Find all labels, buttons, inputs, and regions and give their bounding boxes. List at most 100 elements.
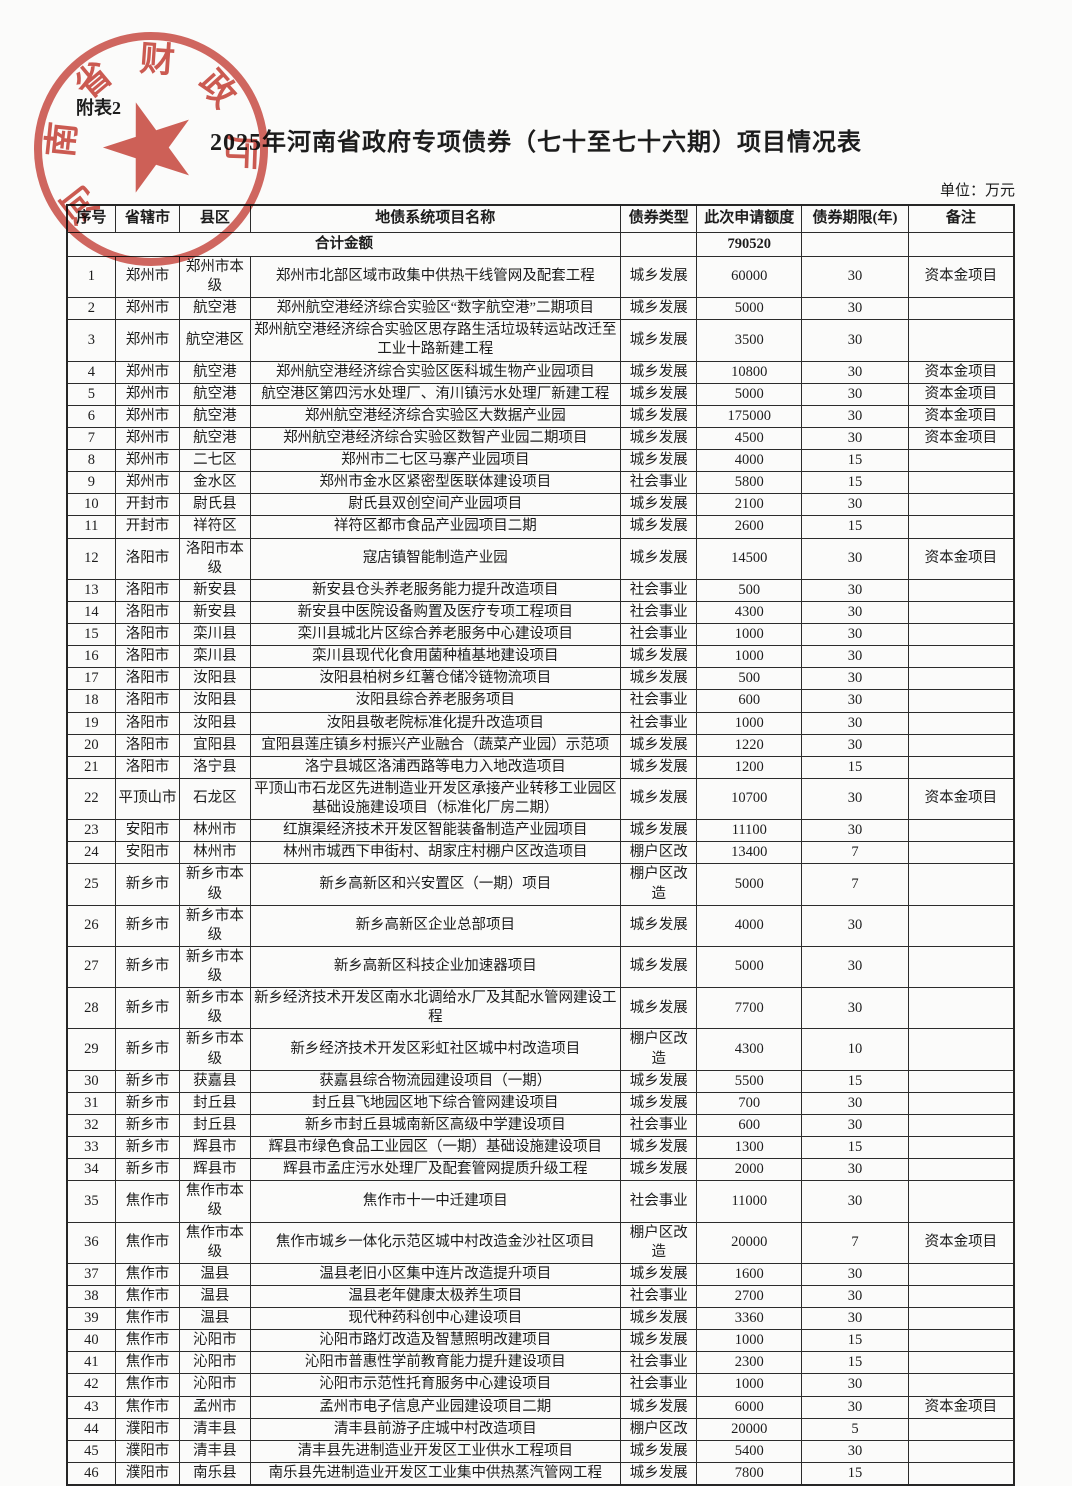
- table-row: 2 郑州市 航空港 郑州航空港经济综合实验区“数字航空港”二期项目 城乡发展 5000 30: [66, 297, 1015, 321]
- cell-project: 孟州市电子信息产业园建设项目二期: [249, 1395, 621, 1419]
- cell-type: 棚户区改造: [619, 863, 698, 906]
- cell-term: 30: [801, 1395, 909, 1419]
- cell-project: 寇店镇智能制造产业园: [249, 537, 621, 580]
- cell-city: 新乡市: [114, 945, 181, 989]
- table-row: 6 郑州市 航空港 郑州航空港经济综合实验区大数据产业园 城乡发展 175000 30 资本金…: [66, 404, 1015, 428]
- cell-note: 资本金项目: [907, 1221, 1015, 1264]
- cell-project: 汝阳县综合养老服务项目: [249, 689, 621, 713]
- cell-type: 社会事业: [619, 1351, 698, 1375]
- cell-amount: 2300: [696, 1351, 803, 1375]
- cell-city: 郑州市: [114, 404, 181, 428]
- cell-no: 4: [66, 360, 116, 384]
- unit-label: 单位：万元: [939, 183, 1015, 199]
- cell-no: 33: [66, 1136, 116, 1160]
- cell-note: [907, 1091, 1015, 1115]
- table-row: 24 安阳市 林州市 林州市城西下申街村、胡家庄村棚户区改造项目 棚户区改 13400 7: [66, 841, 1015, 865]
- cell-type: 社会事业: [619, 1373, 698, 1397]
- cell-type: 城乡发展: [619, 987, 698, 1030]
- cell-type: 社会事业: [619, 1284, 698, 1309]
- cell-project: 新乡高新区和兴安置区（一期）项目: [249, 863, 621, 906]
- cell-project: 汝阳县柏树乡红薯仓储冷链物流项目: [249, 667, 621, 691]
- table-row: 19 洛阳市 汝阳县 汝阳县敬老院标准化提升改造项目 社会事业 1000 30: [66, 711, 1015, 735]
- cell-type: 城乡发展: [619, 1439, 698, 1463]
- cell-no: 32: [66, 1113, 116, 1138]
- cell-city: 洛阳市: [114, 600, 181, 625]
- cell-city: 洛阳市: [114, 711, 181, 735]
- cell-city: 郑州市: [114, 382, 181, 406]
- cell-type: 城乡发展: [619, 1329, 698, 1353]
- cell-term: 15: [801, 1351, 909, 1375]
- cell-project: 新乡市封丘县城南新区高级中学建设项目: [249, 1113, 621, 1138]
- cell-type: 城乡发展: [619, 382, 698, 406]
- table-row: 7 郑州市 航空港 郑州航空港经济综合实验区数智产业园二期项目 城乡发展 4500 30 资本…: [66, 426, 1015, 451]
- cell-note: [907, 711, 1015, 735]
- table-row: 23 安阳市 林州市 红旗渠经济技术开发区智能装备制造产业园项目 城乡发展 11100 30: [66, 819, 1015, 843]
- cell-no: 7: [66, 426, 116, 451]
- cell-county: 封丘县: [179, 1091, 251, 1115]
- cell-type: 社会事业: [619, 623, 698, 647]
- cell-county: 宜阳县: [179, 733, 251, 757]
- cell-amount: 10800: [696, 360, 803, 384]
- cell-note: [907, 1028, 1015, 1071]
- table-row: 8 郑州市 二七区 郑州市二七区马寨产业园项目 城乡发展 4000 15: [66, 449, 1015, 473]
- cell-note: 资本金项目: [907, 404, 1015, 428]
- cell-amount: 2700: [696, 1284, 803, 1309]
- attachment-label: 附表2: [76, 98, 121, 118]
- total-note: [907, 231, 1015, 257]
- cell-no: 40: [66, 1329, 116, 1353]
- cell-project: 南乐县先进制造业开发区工业集中供热蒸汽管网工程: [249, 1461, 621, 1486]
- cell-type: 棚户区改: [619, 1417, 698, 1441]
- cell-term: 30: [801, 600, 909, 625]
- cell-note: [907, 904, 1015, 947]
- cell-type: 城乡发展: [619, 426, 698, 451]
- header-city: 省辖市: [114, 204, 181, 233]
- cell-term: 30: [801, 578, 909, 602]
- cell-term: 30: [801, 360, 909, 384]
- cell-note: 资本金项目: [907, 537, 1015, 580]
- cell-city: 焦作市: [114, 1221, 181, 1264]
- cell-term: 15: [801, 1136, 909, 1160]
- cell-note: [907, 1461, 1015, 1486]
- cell-project: 洛宁县城区洛浦西路等电力入地改造项目: [249, 755, 621, 779]
- cell-type: 城乡发展: [619, 360, 698, 384]
- cell-term: 30: [801, 404, 909, 428]
- cell-city: 洛阳市: [114, 667, 181, 691]
- table-row: 25 新乡市 新乡市本级 新乡高新区和兴安置区（一期）项目 棚户区改造 5000 7: [66, 863, 1015, 906]
- cell-city: 郑州市: [114, 471, 181, 495]
- cell-county: 航空港: [179, 382, 251, 406]
- cell-city: 洛阳市: [114, 689, 181, 713]
- cell-type: 城乡发展: [619, 904, 698, 947]
- cell-amount: 6000: [696, 1395, 803, 1419]
- cell-amount: 10700: [696, 777, 803, 821]
- cell-city: 新乡市: [114, 863, 181, 906]
- cell-city: 安阳市: [114, 841, 181, 865]
- header-note: 备注: [907, 204, 1015, 233]
- table-row: 37 焦作市 温县 温县老旧小区集中连片改造提升项目 城乡发展 1600 30: [66, 1262, 1015, 1286]
- cell-project: 新安县仓头养老服务能力提升改造项目: [249, 578, 621, 602]
- cell-county: 新乡市本级: [179, 987, 251, 1030]
- cell-project: 红旗渠经济技术开发区智能装备制造产业园项目: [249, 819, 621, 843]
- cell-note: [907, 578, 1015, 602]
- cell-no: 25: [66, 863, 116, 906]
- cell-county: 新安县: [179, 600, 251, 625]
- cell-no: 2: [66, 297, 116, 321]
- cell-county: 温县: [179, 1262, 251, 1286]
- cell-project: 郑州市金水区紧密型医联体建设项目: [249, 471, 621, 495]
- cell-county: 尉氏县: [179, 493, 251, 517]
- cell-project: 新乡高新区企业总部项目: [249, 904, 621, 947]
- cell-term: 30: [801, 777, 909, 821]
- cell-type: 社会事业: [619, 711, 698, 735]
- cell-project: 郑州航空港经济综合实验区医科城生物产业园项目: [249, 360, 621, 384]
- cell-project: 焦作市十一中迁建项目: [249, 1180, 621, 1223]
- cell-project: 清丰县前游子庄城中村改造项目: [249, 1417, 621, 1441]
- cell-county: 温县: [179, 1307, 251, 1331]
- cell-type: 社会事业: [619, 578, 698, 602]
- cell-county: 汝阳县: [179, 667, 251, 691]
- cell-county: 新安县: [179, 578, 251, 602]
- cell-project: 林州市城西下申街村、胡家庄村棚户区改造项目: [249, 841, 621, 865]
- cell-project: 封丘县飞地园区地下综合管网建设项目: [249, 1091, 621, 1115]
- cell-no: 37: [66, 1262, 116, 1286]
- table-row: 10 开封市 尉氏县 尉氏县双创空间产业园项目 城乡发展 2100 30: [66, 493, 1015, 517]
- cell-city: 安阳市: [114, 819, 181, 843]
- cell-project: 焦作市城乡一体化示范区城中村改造金沙社区项目: [249, 1221, 621, 1264]
